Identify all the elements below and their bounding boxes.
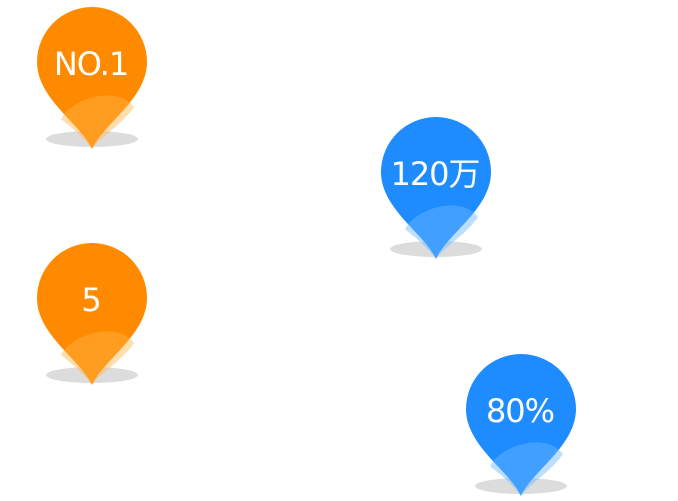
map-pin-orange-2: 5 (31, 240, 151, 390)
map-pin-blue-2-icon (466, 354, 576, 496)
pin-label: 5 (81, 281, 101, 319)
map-pin-blue-1: 120万 (375, 114, 495, 264)
map-pin-orange-1-icon (37, 7, 147, 150)
map-pin-orange-2-icon (37, 243, 147, 385)
pin-label: 80% (485, 392, 555, 430)
pin-label: 120万 (390, 155, 480, 193)
pin-label: NO.1 (53, 45, 129, 83)
map-pin-blue-2: 80% (460, 351, 580, 501)
map-pin-orange-1: NO.1 (31, 4, 151, 154)
map-pin-blue-1-icon (381, 117, 491, 259)
